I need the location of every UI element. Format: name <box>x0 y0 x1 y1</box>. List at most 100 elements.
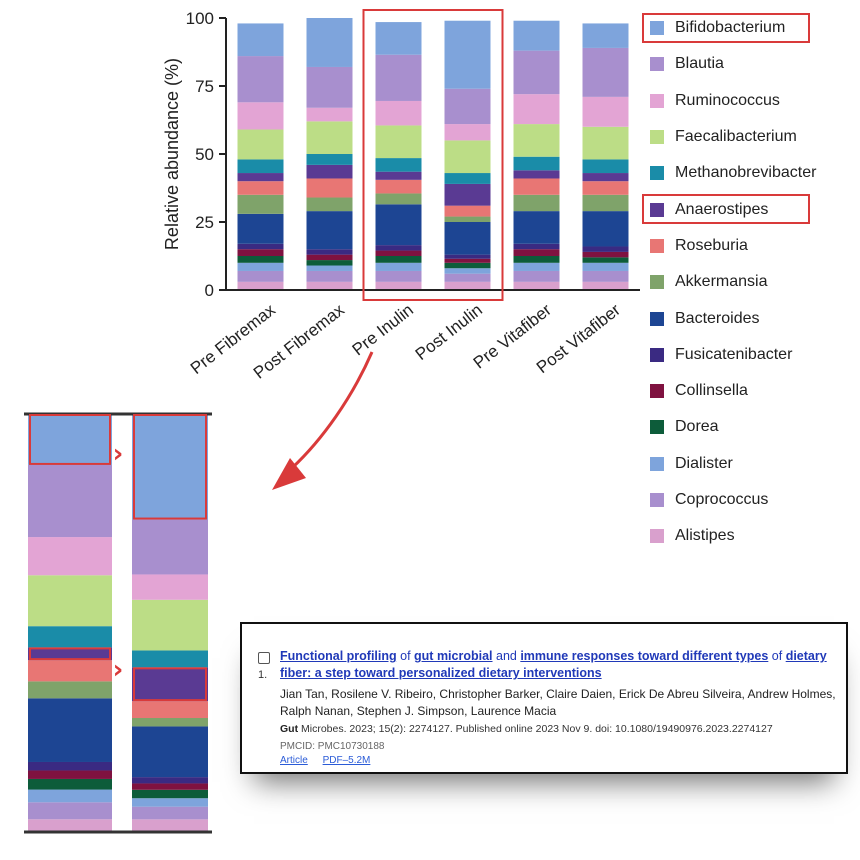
bar-segment-pre-fibremax-bifidobacterium <box>237 23 284 57</box>
bar-segment-post-vitafiber-dorea <box>582 257 629 263</box>
legend-item-dorea: Dorea <box>642 409 852 445</box>
legend-label: Coprococcus <box>675 491 769 508</box>
bar-segment-post-vitafiber-akkermansia <box>582 194 629 212</box>
pdf-link[interactable]: PDF–5.2M <box>322 755 371 766</box>
bar-segment-post-vitafiber-collinsella <box>582 251 629 258</box>
zoom-segment-post-inulin-dialister <box>132 798 208 807</box>
zoom-segment-pre-inulin-bacteroides <box>28 698 112 762</box>
bar-segment-post-inulin-akkermansia <box>444 216 491 222</box>
bar-segment-pre-vitafiber-methanobrevibacter <box>513 156 560 171</box>
zoom-segment-post-inulin-anaerostipes <box>132 667 208 702</box>
bar-segment-post-vitafiber-roseburia <box>582 181 629 195</box>
zoom-segment-pre-inulin-alistipes <box>28 819 112 832</box>
legend-swatch <box>650 166 664 181</box>
y-tick-label-50: 50 <box>195 145 214 164</box>
zoom-segment-pre-inulin-ruminococcus <box>28 537 112 576</box>
bar-segment-post-fibremax-akkermansia <box>306 197 353 212</box>
select-checkbox[interactable] <box>258 652 270 664</box>
bar-segment-pre-fibremax-dialister <box>237 262 284 271</box>
increase-chevron-anaerostipes: › <box>113 655 124 685</box>
bar-segment-pre-inulin-coprococcus <box>375 270 422 282</box>
bar-segment-pre-vitafiber-alistipes <box>513 281 560 290</box>
zoom-highlight-pre-inulin-anaerostipes <box>29 647 111 661</box>
bar-segment-pre-vitafiber-bifidobacterium <box>513 20 560 51</box>
legend-item-collinsella: Collinsella <box>642 373 852 409</box>
zoom-segment-post-inulin-coprococcus <box>132 806 208 820</box>
y-tick-label-25: 25 <box>195 213 214 232</box>
title-fragment: dietary fiber <box>280 649 827 680</box>
bar-segment-pre-inulin-methanobrevibacter <box>375 158 422 172</box>
bar-segment-post-fibremax-dialister <box>306 265 353 271</box>
increase-chevron-bifidobacterium: › <box>113 439 124 469</box>
zoom-segment-post-inulin-collinsella <box>132 783 208 790</box>
zoom-segment-pre-inulin-collinsella <box>28 770 112 779</box>
bar-segment-post-fibremax-bacteroides <box>306 211 353 250</box>
legend-label: Dorea <box>675 418 719 436</box>
bar-segment-pre-inulin-blautia <box>375 54 422 101</box>
bar-segment-post-fibremax-faecalibacterium <box>306 121 353 154</box>
bar-segment-pre-fibremax-dorea <box>237 256 284 263</box>
zoom-segment-pre-inulin-bifidobacterium <box>28 414 112 465</box>
zoom-segment-post-inulin-fusicatenibacter <box>132 777 208 784</box>
journal-citation: Gut Microbes. 2023; 15(2): 2274127. Publ… <box>280 723 840 735</box>
bar-segment-pre-fibremax-faecalibacterium <box>237 129 284 160</box>
zoom-segment-pre-inulin-coprococcus <box>28 802 112 820</box>
legend-swatch <box>650 21 664 36</box>
bar-segment-post-vitafiber-ruminococcus <box>582 96 629 127</box>
bar-segment-post-vitafiber-fusicatenibacter <box>582 246 629 252</box>
bar-segment-pre-vitafiber-anaerostipes <box>513 170 560 179</box>
legend-label: Ruminococcus <box>675 91 780 109</box>
legend-label: Collinsella <box>675 382 748 400</box>
legend-item-roseburia: Roseburia <box>642 228 852 264</box>
bar-segment-post-fibremax-anaerostipes <box>306 164 353 179</box>
bar-segment-post-inulin-bacteroides <box>444 222 491 255</box>
legend-swatch <box>650 202 664 217</box>
legend-item-faecalibacterium: Faecalibacterium <box>642 119 852 155</box>
legend-swatch <box>650 275 664 290</box>
bar-segment-post-inulin-faecalibacterium <box>444 140 491 174</box>
bar-segment-post-vitafiber-faecalibacterium <box>582 126 629 160</box>
author-list: Jian Tan, Rosilene V. Ribeiro, Christoph… <box>280 687 836 718</box>
journal-details: Microbes. 2023; 15(2): 2274127. Publishe… <box>298 723 773 735</box>
bar-segment-post-fibremax-collinsella <box>306 254 353 261</box>
bar-segment-pre-fibremax-alistipes <box>237 281 284 290</box>
legend-swatch <box>650 238 664 253</box>
legend-swatch <box>650 93 664 108</box>
legend-label: Akkermansia <box>675 273 768 291</box>
bar-segment-post-vitafiber-methanobrevibacter <box>582 159 629 174</box>
bar-segment-post-inulin-blautia <box>444 88 491 125</box>
bar-segment-pre-inulin-bacteroides <box>375 204 422 246</box>
y-tick-label-75: 75 <box>195 77 214 96</box>
bar-segment-post-fibremax-roseburia <box>306 178 353 198</box>
legend-swatch <box>650 311 664 326</box>
legend-label: Blautia <box>675 55 724 73</box>
bar-segment-post-fibremax-coprococcus <box>306 270 353 282</box>
legend-label: Faecalibacterium <box>675 128 797 146</box>
legend-label: Bacteroides <box>675 309 760 327</box>
bar-segment-pre-inulin-akkermansia <box>375 193 422 205</box>
article-link[interactable]: Article <box>280 755 308 766</box>
bar-segment-post-inulin-ruminococcus <box>444 124 491 141</box>
reference-card: 1. Functional profiling of gut microbial… <box>240 622 848 774</box>
result-index: 1. <box>258 669 268 681</box>
y-tick-label-100: 100 <box>186 9 214 28</box>
title-fragment: Functional profiling <box>280 649 397 663</box>
legend-item-anaerostipes: Anaerostipes <box>642 191 852 227</box>
legend-label: Bifidobacterium <box>675 19 786 37</box>
bar-segment-post-inulin-anaerostipes <box>444 183 491 206</box>
bar-segment-post-fibremax-bifidobacterium <box>306 18 353 67</box>
bar-segment-post-vitafiber-anaerostipes <box>582 173 629 182</box>
y-tick-label-0: 0 <box>205 281 214 300</box>
bar-segment-pre-fibremax-coprococcus <box>237 270 284 282</box>
legend-item-blautia: Blautia <box>642 46 852 82</box>
zoom-segment-post-inulin-ruminococcus <box>132 574 208 600</box>
y-axis-label: Relative abundance (%) <box>162 58 182 250</box>
zoom-segment-post-inulin-faecalibacterium <box>132 599 208 651</box>
article-title-link[interactable]: Functional profiling of gut microbial an… <box>280 648 840 682</box>
bar-segment-post-fibremax-ruminococcus <box>306 107 353 122</box>
bar-segment-post-vitafiber-alistipes <box>582 281 629 290</box>
zoom-segment-post-inulin-roseburia <box>132 701 208 718</box>
legend-item-bacteroides: Bacteroides <box>642 300 852 336</box>
zoom-highlight-pre-inulin-bifidobacterium <box>29 414 111 465</box>
